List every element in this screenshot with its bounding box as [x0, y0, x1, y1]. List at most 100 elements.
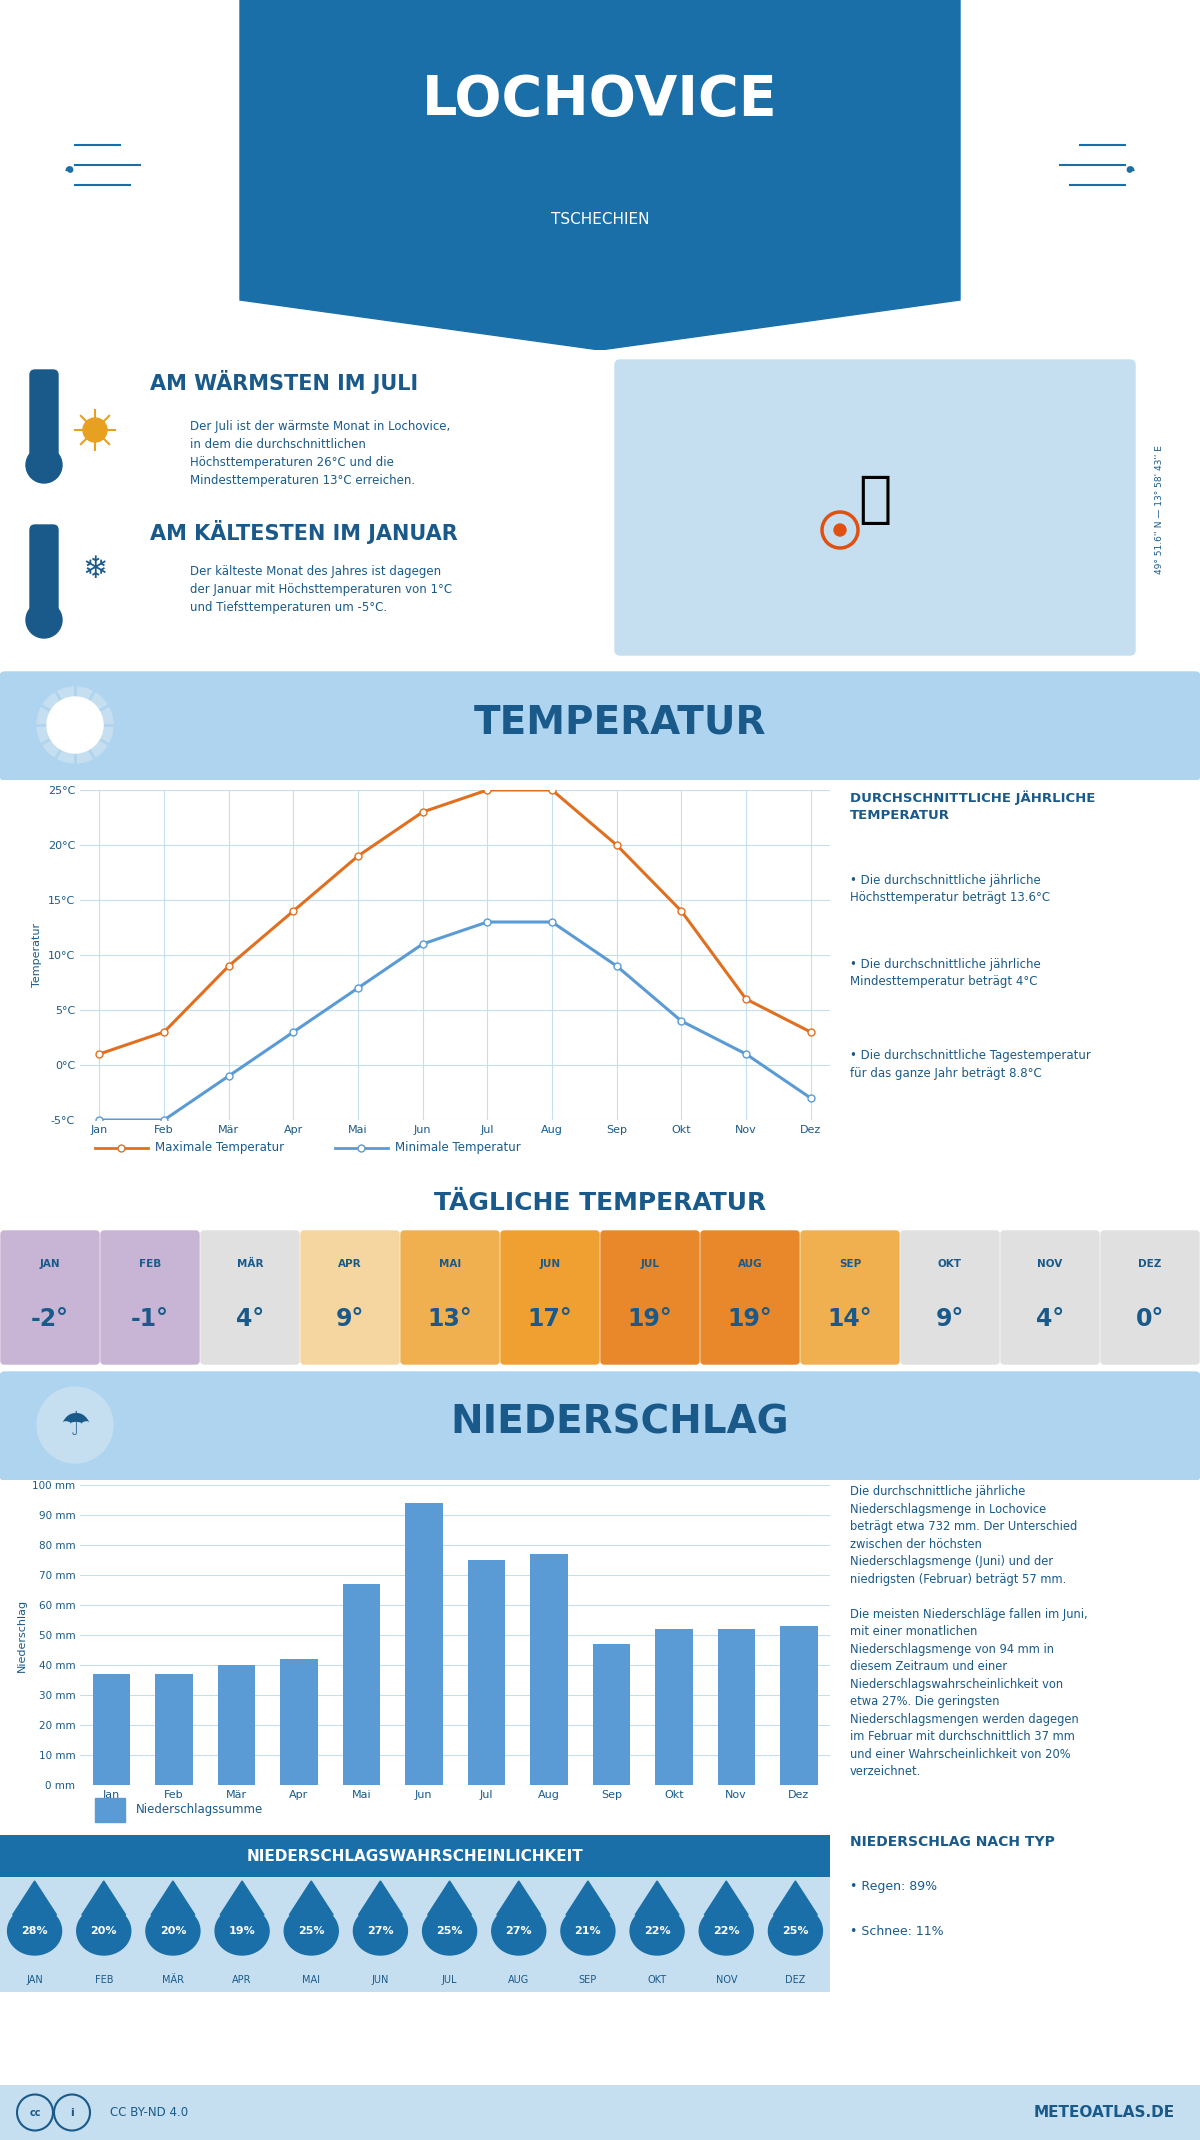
Circle shape: [47, 698, 103, 753]
FancyBboxPatch shape: [502, 1230, 599, 1363]
Bar: [155, 1673, 192, 1785]
Circle shape: [37, 1387, 113, 1464]
FancyBboxPatch shape: [1001, 1230, 1099, 1363]
Text: APR: APR: [233, 1975, 252, 1986]
Text: 20%: 20%: [90, 1926, 118, 1937]
Text: 17°: 17°: [528, 1308, 572, 1331]
Text: Maximale Temperatur: Maximale Temperatur: [155, 1141, 284, 1153]
Circle shape: [83, 417, 107, 443]
Text: JUN: JUN: [372, 1975, 389, 1986]
Bar: [718, 1629, 755, 1785]
Text: AM WÄRMSTEN IM JULI: AM WÄRMSTEN IM JULI: [150, 370, 418, 394]
Text: LOCHOVICE: LOCHOVICE: [422, 73, 778, 126]
Bar: [95, 1798, 125, 1821]
Text: MÄR: MÄR: [162, 1975, 184, 1986]
Polygon shape: [768, 1907, 822, 1956]
Text: 25%: 25%: [298, 1926, 324, 1937]
Text: JUN: JUN: [540, 1258, 560, 1269]
Text: AUG: AUG: [738, 1258, 762, 1269]
Bar: [780, 1626, 817, 1785]
Text: 27%: 27%: [505, 1926, 532, 1937]
FancyBboxPatch shape: [0, 1372, 1200, 1481]
Circle shape: [26, 601, 62, 638]
Text: JAN: JAN: [40, 1258, 60, 1269]
Text: MAI: MAI: [302, 1975, 320, 1986]
Text: TEMPERATUR: TEMPERATUR: [474, 704, 767, 743]
FancyBboxPatch shape: [101, 1230, 199, 1363]
FancyBboxPatch shape: [802, 1230, 899, 1363]
FancyBboxPatch shape: [616, 360, 1135, 655]
Text: DEZ: DEZ: [785, 1975, 805, 1986]
Text: 4°: 4°: [236, 1308, 264, 1331]
Polygon shape: [359, 1881, 402, 1915]
Circle shape: [26, 447, 62, 484]
Bar: [406, 1502, 443, 1785]
FancyBboxPatch shape: [1102, 1230, 1199, 1363]
Text: Niederschlagssumme: Niederschlagssumme: [137, 1804, 264, 1817]
Text: Minimale Temperatur: Minimale Temperatur: [395, 1141, 521, 1153]
Bar: [468, 1560, 505, 1785]
FancyBboxPatch shape: [202, 1230, 299, 1363]
Y-axis label: Niederschlag: Niederschlag: [17, 1599, 26, 1671]
Text: SEP: SEP: [578, 1975, 598, 1986]
Polygon shape: [215, 1907, 269, 1956]
Text: 25%: 25%: [437, 1926, 463, 1937]
Text: MÄR: MÄR: [236, 1258, 263, 1269]
Polygon shape: [630, 1907, 684, 1956]
FancyBboxPatch shape: [401, 1230, 499, 1363]
Polygon shape: [151, 1881, 194, 1915]
Bar: [217, 1665, 256, 1785]
Text: Der kälteste Monat des Jahres ist dagegen
der Januar mit Höchsttemperaturen von : Der kälteste Monat des Jahres ist dagege…: [190, 565, 452, 614]
Bar: [530, 1554, 568, 1785]
Text: 19°: 19°: [727, 1308, 773, 1331]
Text: DEZ: DEZ: [1139, 1258, 1162, 1269]
Text: JAN: JAN: [26, 1975, 43, 1986]
Polygon shape: [566, 1881, 610, 1915]
Polygon shape: [774, 1881, 817, 1915]
Y-axis label: Temperatur: Temperatur: [32, 922, 42, 987]
Text: NIEDERSCHLAG NACH TYP: NIEDERSCHLAG NACH TYP: [850, 1834, 1055, 1849]
Polygon shape: [635, 1881, 679, 1915]
Text: OKT: OKT: [648, 1975, 667, 1986]
Text: • Die durchschnittliche Tagestemperatur
für das ganze Jahr beträgt 8.8°C: • Die durchschnittliche Tagestemperatur …: [850, 1049, 1091, 1079]
Text: 14°: 14°: [828, 1308, 872, 1331]
Text: • Die durchschnittliche jährliche
Mindesttemperatur beträgt 4°C: • Die durchschnittliche jährliche Mindes…: [850, 959, 1040, 989]
Polygon shape: [289, 1881, 334, 1915]
Text: TÄGLICHE TEMPERATUR: TÄGLICHE TEMPERATUR: [434, 1190, 766, 1216]
Text: TSCHECHIEN: TSCHECHIEN: [551, 212, 649, 227]
FancyBboxPatch shape: [30, 370, 58, 464]
Polygon shape: [560, 1907, 614, 1956]
Polygon shape: [220, 1881, 264, 1915]
Text: NOV: NOV: [1037, 1258, 1063, 1269]
Polygon shape: [7, 1907, 61, 1956]
Bar: [342, 1584, 380, 1785]
Text: AUG: AUG: [508, 1975, 529, 1986]
Polygon shape: [284, 1907, 338, 1956]
Text: FEB: FEB: [95, 1975, 113, 1986]
Text: AM KÄLTESTEN IM JANUAR: AM KÄLTESTEN IM JANUAR: [150, 520, 457, 544]
Text: NIEDERSCHLAG: NIEDERSCHLAG: [451, 1404, 790, 1442]
FancyBboxPatch shape: [701, 1230, 799, 1363]
Polygon shape: [240, 0, 960, 351]
Text: 19°: 19°: [628, 1308, 672, 1331]
Polygon shape: [77, 1907, 131, 1956]
Polygon shape: [704, 1881, 749, 1915]
Text: 27%: 27%: [367, 1926, 394, 1937]
Bar: [92, 1673, 130, 1785]
Text: NIEDERSCHLAGSWAHRSCHEINLICHKEIT: NIEDERSCHLAGSWAHRSCHEINLICHKEIT: [247, 1849, 583, 1864]
Text: • Schnee: 11%: • Schnee: 11%: [850, 1924, 943, 1937]
Text: -2°: -2°: [31, 1308, 70, 1331]
Text: SEP: SEP: [839, 1258, 862, 1269]
Text: APR: APR: [338, 1258, 362, 1269]
Text: JUL: JUL: [641, 1258, 660, 1269]
Bar: [593, 1644, 630, 1785]
Text: 4°: 4°: [1036, 1308, 1064, 1331]
Text: JUL: JUL: [442, 1975, 457, 1986]
Text: Die durchschnittliche jährliche
Niederschlagsmenge in Lochovice
beträgt etwa 732: Die durchschnittliche jährliche Niedersc…: [850, 1485, 1087, 1778]
Text: FEB: FEB: [139, 1258, 161, 1269]
Text: • Regen: 89%: • Regen: 89%: [850, 1879, 937, 1892]
Text: MAI: MAI: [439, 1258, 461, 1269]
FancyBboxPatch shape: [301, 1230, 398, 1363]
Circle shape: [834, 524, 846, 535]
Text: 25%: 25%: [782, 1926, 809, 1937]
